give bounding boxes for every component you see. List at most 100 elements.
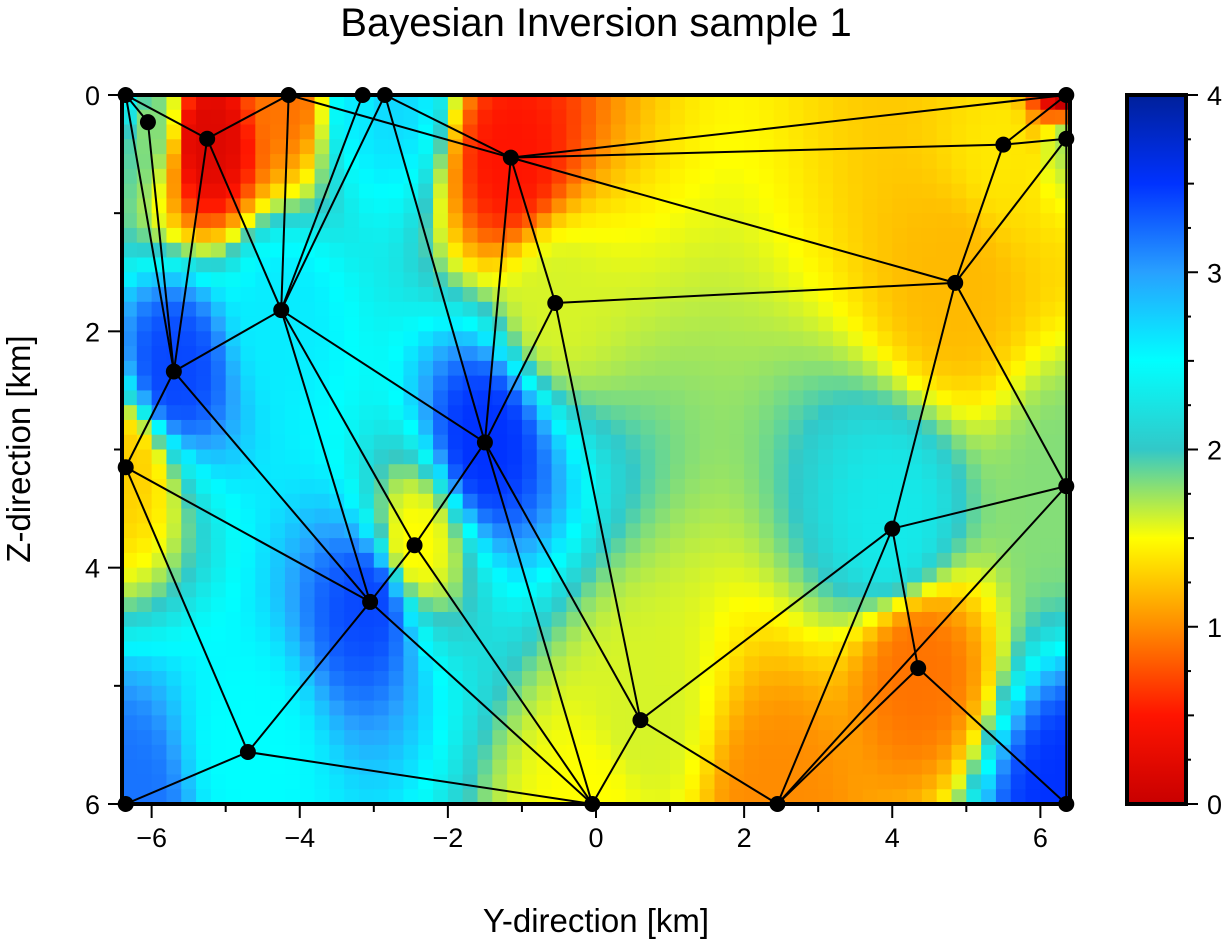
heat-cell — [536, 183, 553, 199]
heat-cell — [166, 405, 182, 421]
heat-cell — [625, 154, 642, 170]
heat-cell — [818, 523, 834, 539]
heat-cell — [1040, 213, 1056, 229]
heat-cell — [196, 789, 212, 804]
heat-cell — [255, 774, 271, 790]
heat-cell — [758, 316, 775, 332]
heat-cell — [803, 242, 819, 259]
heat-cell — [210, 449, 227, 465]
heat-cell — [122, 656, 138, 672]
heat-cell — [492, 360, 508, 377]
y-tick-label: 2 — [85, 317, 100, 347]
heat-cell — [625, 685, 642, 702]
heat-cell — [255, 552, 271, 569]
heat-cell — [344, 183, 360, 199]
heat-cell — [610, 139, 627, 155]
heat-cell — [255, 360, 271, 377]
heat-cell — [936, 789, 953, 804]
heat-cell — [981, 464, 997, 480]
heat-cell — [788, 331, 804, 347]
heat-cell — [892, 730, 908, 746]
heat-cell — [921, 213, 938, 229]
heat-cell — [640, 464, 656, 480]
heat-cell — [122, 538, 138, 554]
heat-cell — [447, 730, 464, 746]
heat-cell — [166, 154, 182, 170]
heat-cell — [462, 287, 479, 303]
heat-cell — [196, 479, 212, 495]
heat-cell — [936, 730, 953, 746]
heat-cell — [892, 198, 908, 214]
heat-cell — [240, 124, 256, 140]
heat-cell — [433, 715, 449, 731]
heat-cell — [773, 567, 790, 584]
heat-cell — [240, 671, 256, 687]
heat-cell — [803, 656, 819, 672]
heat-cell — [196, 552, 212, 569]
mesh-edge — [206, 138, 283, 311]
heat-cell — [610, 730, 627, 746]
heat-cell — [625, 759, 642, 776]
heat-cell — [344, 375, 360, 392]
heat-cell — [818, 700, 834, 716]
heat-cell — [210, 139, 227, 155]
heat-cell — [640, 331, 656, 347]
heat-cell — [966, 744, 982, 761]
heat-cell — [758, 685, 775, 702]
heat-cell — [433, 759, 449, 776]
heat-cell — [403, 375, 419, 392]
heat-cell — [418, 597, 434, 613]
heat-cell — [433, 656, 449, 672]
heat-cell — [921, 538, 938, 554]
heat-cell — [329, 523, 345, 539]
heat-cell — [299, 198, 316, 214]
heat-cell — [788, 567, 804, 584]
heat-cell — [210, 434, 227, 451]
heat-cell — [995, 405, 1012, 421]
heat-cell — [596, 479, 612, 495]
heat-cell — [581, 626, 597, 643]
heat-cell — [240, 641, 256, 657]
heat-cell — [1040, 538, 1056, 554]
heat-cell — [210, 789, 227, 804]
heat-cell — [151, 449, 168, 465]
heat-cell — [892, 168, 908, 185]
heat-cell — [655, 523, 671, 539]
heat-cell — [359, 626, 375, 643]
heat-cell — [270, 124, 286, 140]
heat-cell — [1040, 316, 1056, 332]
heat-cell — [225, 641, 242, 657]
heat-cell — [122, 597, 138, 613]
heat-cell — [966, 419, 982, 436]
heat-cell — [284, 198, 301, 214]
y-axis-label: Z-direction [km] — [0, 335, 37, 562]
heat-cell — [699, 227, 716, 244]
heat-cell — [640, 789, 656, 804]
heat-cell — [536, 493, 553, 510]
heat-cell — [966, 567, 982, 584]
heat-cell — [803, 183, 819, 199]
heat-cell — [640, 242, 656, 259]
mesh-edge — [891, 528, 920, 669]
heat-cell — [818, 479, 834, 495]
heat-cell — [210, 257, 227, 273]
heat-cell — [477, 257, 493, 273]
heat-cell — [329, 715, 345, 731]
heat-cell — [862, 671, 879, 687]
heat-cell — [610, 227, 627, 244]
mesh-edge — [554, 302, 642, 721]
heat-cell — [492, 700, 508, 716]
heat-cell — [670, 700, 686, 716]
heat-cell — [1010, 109, 1027, 126]
heat-cell — [388, 405, 405, 421]
heat-cell — [418, 139, 434, 155]
heat-cell — [1040, 183, 1056, 199]
heat-cell — [196, 198, 212, 214]
heat-cell — [270, 434, 286, 451]
heat-cell — [566, 272, 582, 288]
heat-cell — [981, 552, 997, 569]
heat-cell — [729, 567, 745, 584]
heat-cell — [492, 198, 508, 214]
heat-cell — [181, 626, 197, 643]
heat-cell — [181, 272, 197, 288]
